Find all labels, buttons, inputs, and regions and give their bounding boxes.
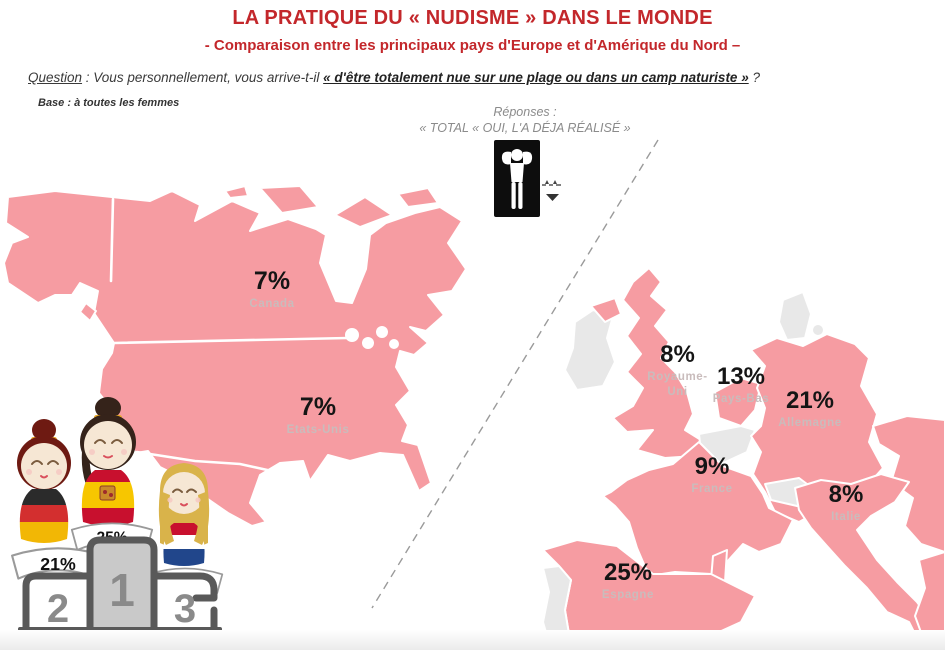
label-spain: 25% Espagne <box>580 560 676 603</box>
banner-second-value: 21% <box>40 554 76 574</box>
usa-value: 7% <box>299 393 337 421</box>
label-uk: 8% Royaume- Uni <box>630 342 725 399</box>
netherlands-doll-icon <box>158 463 210 566</box>
germany-doll-icon <box>17 419 71 543</box>
arctic-island <box>259 185 319 214</box>
germany-value: 21% <box>785 387 835 414</box>
label-netherlands: 13% Pays-Bas <box>698 364 784 407</box>
arctic-island <box>334 196 393 228</box>
question-emphasis: « d'être totalement nue sur une plage ou… <box>323 70 749 85</box>
sunbather-icon <box>494 140 540 217</box>
spain-name: Espagne <box>601 589 655 602</box>
italy-value: 8% <box>828 481 864 508</box>
question-label: Question <box>28 70 83 85</box>
north-america-map <box>3 185 467 527</box>
france-value: 9% <box>694 453 730 480</box>
podium-rank-3: 3 <box>174 587 196 631</box>
spain-value: 25% <box>603 559 653 586</box>
germany-name: Allemagne <box>778 417 842 430</box>
podium-rank-1: 1 <box>109 564 135 616</box>
netherlands-name: Pays-Bas <box>712 393 770 406</box>
base-note: Base : à toutes les femmes <box>38 97 180 109</box>
arctic-island <box>224 185 249 199</box>
denmark-shape <box>778 291 812 341</box>
responses-line2: « TOTAL « OUI, L'A DÉJA RÉALISÉ » <box>419 121 631 136</box>
great-lake <box>345 328 359 342</box>
responses-line1: Réponses : <box>493 105 557 119</box>
great-lake <box>389 339 399 349</box>
uk-value: 8% <box>660 341 695 368</box>
usa-mexico-border <box>135 450 310 481</box>
spain-doll-icon <box>80 397 136 526</box>
label-germany: 21% Allemagne <box>767 388 853 431</box>
balkans-shape <box>914 551 945 650</box>
great-lake <box>376 326 388 338</box>
page-title: LA PRATIQUE DU « NUDISME » DANS LE MONDE <box>232 7 713 29</box>
northern-ireland-shape <box>590 297 622 323</box>
beach-marks-icon <box>542 180 561 201</box>
label-usa: 7% Etats-Unis <box>268 394 368 438</box>
uk-name-line1: Royaume- <box>647 371 708 384</box>
responses-note: Réponses : « TOTAL « OUI, L'A DÉJA RÉALI… <box>390 104 660 137</box>
eastern-europe-shape <box>872 415 945 553</box>
ireland-shape <box>564 309 616 391</box>
vancouver-island <box>79 302 97 322</box>
netherlands-value: 13% <box>716 363 766 390</box>
netherlands-shape <box>714 377 762 427</box>
question-post: ? <box>748 70 760 85</box>
canada-value: 7% <box>253 267 291 295</box>
europe-map <box>542 267 945 650</box>
uk-name-line2: Uni <box>667 385 688 398</box>
survey-question: Question : Vous personnellement, vous ar… <box>28 70 918 85</box>
canada-name: Canada <box>249 298 295 311</box>
page-subtitle: - Comparaison entre les principaux pays … <box>204 37 741 54</box>
great-lake <box>362 337 374 349</box>
denmark-island <box>811 323 825 337</box>
banner-second: 21% <box>11 547 105 580</box>
podium-rank-2: 2 <box>47 587 69 631</box>
france-name: France <box>691 483 733 496</box>
label-france: 9% France <box>667 454 757 497</box>
label-canada: 7% Canada <box>222 268 322 312</box>
question-pre: : Vous personnellement, vous arrive-t-il <box>82 70 324 85</box>
usa-name: Etats-Unis <box>286 424 350 437</box>
alaska-canada-border <box>109 197 115 283</box>
slide-bottom-edge <box>0 630 945 650</box>
arctic-island <box>397 187 439 208</box>
italy-name: Italie <box>831 511 861 524</box>
north-america-landmass <box>3 190 467 527</box>
canada-usa-border <box>112 336 350 345</box>
france-shape <box>602 441 794 577</box>
label-italy: 8% Italie <box>806 482 886 525</box>
